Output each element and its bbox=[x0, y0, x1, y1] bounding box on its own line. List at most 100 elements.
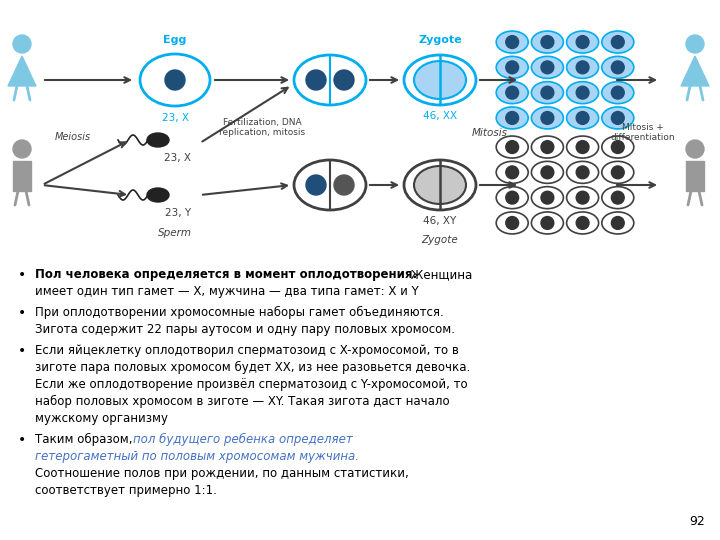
Ellipse shape bbox=[602, 136, 634, 158]
Circle shape bbox=[306, 175, 326, 195]
Text: Egg: Egg bbox=[163, 35, 186, 45]
Text: Женщина: Женщина bbox=[407, 268, 472, 281]
Circle shape bbox=[13, 140, 31, 158]
Text: Таким образом,: Таким образом, bbox=[35, 433, 136, 446]
Polygon shape bbox=[686, 161, 704, 191]
Circle shape bbox=[611, 166, 624, 179]
Circle shape bbox=[576, 217, 589, 230]
Circle shape bbox=[506, 217, 518, 230]
Text: зиготе пара половых хромосом будет XX, из нее разовьется девочка.: зиготе пара половых хромосом будет XX, и… bbox=[35, 361, 470, 374]
Ellipse shape bbox=[140, 54, 210, 106]
Polygon shape bbox=[8, 56, 36, 86]
Circle shape bbox=[576, 191, 589, 204]
Ellipse shape bbox=[531, 212, 564, 234]
Ellipse shape bbox=[404, 160, 476, 210]
Circle shape bbox=[611, 191, 624, 204]
Ellipse shape bbox=[496, 82, 528, 104]
Text: мужскому организму: мужскому организму bbox=[35, 412, 168, 425]
Text: •: • bbox=[18, 433, 26, 447]
Ellipse shape bbox=[531, 31, 564, 53]
Ellipse shape bbox=[531, 161, 564, 184]
Text: соответствует примерно 1:1.: соответствует примерно 1:1. bbox=[35, 484, 217, 497]
Text: 92: 92 bbox=[689, 515, 705, 528]
Ellipse shape bbox=[567, 136, 598, 158]
Circle shape bbox=[506, 140, 518, 153]
Text: набор половых хромосом в зиготе — XY. Такая зигота даст начало: набор половых хромосом в зиготе — XY. Та… bbox=[35, 395, 449, 408]
Circle shape bbox=[541, 166, 554, 179]
Text: Пол человека определяется в момент оплодотворения.: Пол человека определяется в момент оплод… bbox=[35, 268, 417, 281]
Text: Зигота содержит 22 пары аутосом и одну пару половых хромосом.: Зигота содержит 22 пары аутосом и одну п… bbox=[35, 323, 455, 336]
Text: 46, XY: 46, XY bbox=[423, 216, 456, 226]
Circle shape bbox=[13, 35, 31, 53]
Ellipse shape bbox=[531, 107, 564, 129]
Circle shape bbox=[576, 86, 589, 99]
Ellipse shape bbox=[602, 161, 634, 184]
Ellipse shape bbox=[531, 187, 564, 208]
Circle shape bbox=[506, 86, 518, 99]
Text: Zygote: Zygote bbox=[418, 35, 462, 45]
Ellipse shape bbox=[496, 107, 528, 129]
Circle shape bbox=[611, 217, 624, 230]
Ellipse shape bbox=[567, 161, 598, 184]
Ellipse shape bbox=[496, 161, 528, 184]
Circle shape bbox=[541, 217, 554, 230]
Ellipse shape bbox=[531, 136, 564, 158]
Ellipse shape bbox=[602, 56, 634, 78]
Text: Если яйцеклетку оплодотворил сперматозоид с X-хромосомой, то в: Если яйцеклетку оплодотворил сперматозои… bbox=[35, 344, 459, 357]
Text: 23, X: 23, X bbox=[164, 153, 192, 163]
Text: При оплодотворении хромосомные наборы гамет объединяются.: При оплодотворении хромосомные наборы га… bbox=[35, 306, 444, 319]
Circle shape bbox=[611, 61, 624, 74]
Text: Sperm: Sperm bbox=[158, 228, 192, 238]
Circle shape bbox=[334, 175, 354, 195]
Ellipse shape bbox=[602, 212, 634, 234]
Ellipse shape bbox=[496, 187, 528, 208]
Ellipse shape bbox=[496, 31, 528, 53]
Ellipse shape bbox=[414, 61, 466, 99]
Text: Fertilization, DNA
replication, mitosis: Fertilization, DNA replication, mitosis bbox=[219, 118, 305, 137]
Ellipse shape bbox=[567, 82, 598, 104]
Text: 46, XX: 46, XX bbox=[423, 111, 457, 121]
Ellipse shape bbox=[531, 56, 564, 78]
Ellipse shape bbox=[602, 82, 634, 104]
Circle shape bbox=[506, 112, 518, 124]
Circle shape bbox=[541, 191, 554, 204]
Text: Mitosis: Mitosis bbox=[472, 127, 508, 138]
Circle shape bbox=[541, 36, 554, 49]
Text: имеет один тип гамет — X, мужчина — два типа гамет: X и Y: имеет один тип гамет — X, мужчина — два … bbox=[35, 285, 419, 298]
Text: •: • bbox=[18, 268, 26, 282]
Polygon shape bbox=[13, 161, 31, 191]
Ellipse shape bbox=[294, 160, 366, 210]
Circle shape bbox=[611, 86, 624, 99]
Circle shape bbox=[506, 36, 518, 49]
Ellipse shape bbox=[602, 187, 634, 208]
Circle shape bbox=[611, 112, 624, 124]
Circle shape bbox=[506, 191, 518, 204]
Ellipse shape bbox=[567, 212, 598, 234]
Text: гетерогаметный по половым хромосомам мужчина.: гетерогаметный по половым хромосомам муж… bbox=[35, 450, 359, 463]
Text: Соотношение полов при рождении, по данным статистики,: Соотношение полов при рождении, по данны… bbox=[35, 467, 409, 480]
Ellipse shape bbox=[147, 188, 169, 202]
Circle shape bbox=[611, 140, 624, 153]
Circle shape bbox=[686, 35, 704, 53]
Ellipse shape bbox=[496, 56, 528, 78]
Ellipse shape bbox=[602, 107, 634, 129]
Ellipse shape bbox=[567, 187, 598, 208]
Polygon shape bbox=[681, 56, 709, 86]
Ellipse shape bbox=[602, 31, 634, 53]
Ellipse shape bbox=[496, 212, 528, 234]
Circle shape bbox=[611, 36, 624, 49]
Ellipse shape bbox=[294, 55, 366, 105]
Circle shape bbox=[506, 61, 518, 74]
Ellipse shape bbox=[147, 133, 169, 147]
Circle shape bbox=[576, 61, 589, 74]
Ellipse shape bbox=[567, 107, 598, 129]
Text: Meiosis: Meiosis bbox=[55, 132, 91, 143]
Circle shape bbox=[686, 140, 704, 158]
Text: 23, Y: 23, Y bbox=[165, 208, 191, 218]
Ellipse shape bbox=[531, 82, 564, 104]
Ellipse shape bbox=[496, 136, 528, 158]
Text: •: • bbox=[18, 306, 26, 320]
Circle shape bbox=[541, 61, 554, 74]
Text: Zygote: Zygote bbox=[422, 235, 459, 245]
Ellipse shape bbox=[414, 166, 466, 204]
